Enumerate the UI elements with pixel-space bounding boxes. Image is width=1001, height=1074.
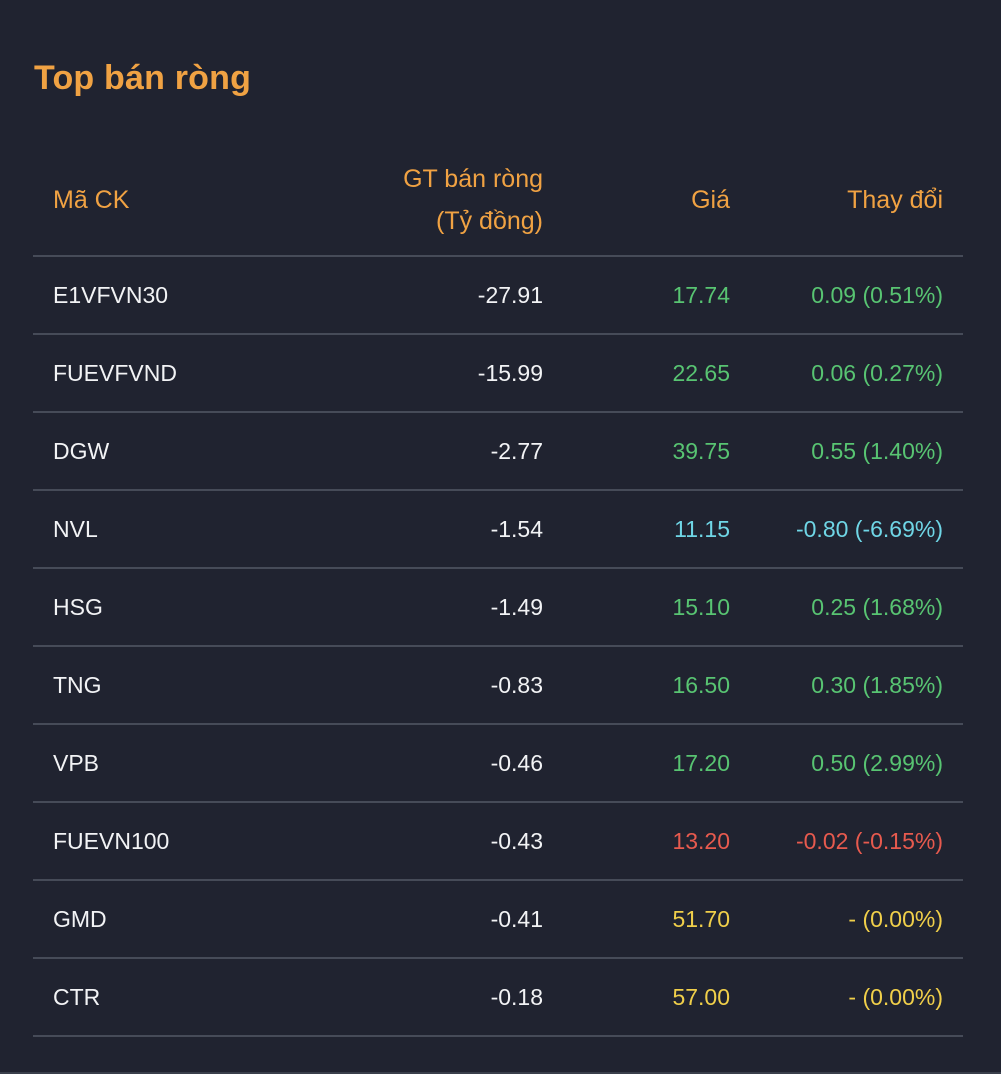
price-cell: 57.00 [543,958,730,1037]
stock-code-cell[interactable]: DGW [33,412,293,491]
stock-code-cell[interactable]: FUEVFVND [33,334,293,413]
net-sell-value-cell: -2.77 [293,412,543,491]
header-stock-code: Mã CK [33,145,293,257]
table-row[interactable]: TNG -0.83 16.50 0.30 (1.85%) [33,646,963,725]
price-cell: 15.10 [543,568,730,647]
table-row[interactable]: FUEVFVND -15.99 22.65 0.06 (0.27%) [33,334,963,413]
stock-code-cell[interactable]: VPB [33,724,293,803]
stock-code-cell[interactable]: CTR [33,958,293,1037]
table-header: Mã CK GT bán ròng (Tỷ đồng) Giá Thay đổi [33,145,963,257]
change-cell: 0.30 (1.85%) [730,646,963,725]
stock-code-cell[interactable]: HSG [33,568,293,647]
change-cell: 0.09 (0.51%) [730,256,963,335]
price-cell: 11.15 [543,490,730,569]
header-row: Mã CK GT bán ròng (Tỷ đồng) Giá Thay đổi [33,145,963,257]
price-cell: 17.20 [543,724,730,803]
net-sell-value-cell: -15.99 [293,334,543,413]
table-row[interactable]: HSG -1.49 15.10 0.25 (1.68%) [33,568,963,647]
bottom-divider [0,1072,1001,1074]
table-row[interactable]: GMD -0.41 51.70- (0.00%) [33,880,963,959]
table-row[interactable]: DGW -2.77 39.75 0.55 (1.40%) [33,412,963,491]
net-sell-value-cell: -27.91 [293,256,543,335]
net-sell-value-cell: -0.43 [293,802,543,881]
table-row[interactable]: CTR -0.18 57.00- (0.00%) [33,958,963,1037]
change-cell: - (0.00%) [730,958,963,1037]
stock-code-cell[interactable]: FUEVN100 [33,802,293,881]
change-cell: 0.50 (2.99%) [730,724,963,803]
change-cell: - (0.00%) [730,880,963,959]
table-row[interactable]: E1VFVN30 -27.91 17.74 0.09 (0.51%) [33,256,963,335]
price-cell: 22.65 [543,334,730,413]
net-sell-value-cell: -0.41 [293,880,543,959]
table-body: E1VFVN30 -27.91 17.74 0.09 (0.51%) FUEVFVND -… [33,256,963,1037]
change-cell: 0.25 (1.68%) [730,568,963,647]
net-sell-value-cell: -0.83 [293,646,543,725]
stock-code-cell[interactable]: E1VFVN30 [33,256,293,335]
change-cell: -0.02 (-0.15%) [730,802,963,881]
net-sell-value-cell: -0.46 [293,724,543,803]
table-row[interactable]: NVL -1.54 11.15 -0.80 (-6.69%) [33,490,963,569]
change-cell: 0.06 (0.27%) [730,334,963,413]
net-sell-table: Mã CK GT bán ròng (Tỷ đồng) Giá Thay đổi… [33,145,963,1037]
price-cell: 39.75 [543,412,730,491]
change-cell: 0.55 (1.40%) [730,412,963,491]
header-price: Giá [543,145,730,257]
header-net-sell-value: GT bán ròng (Tỷ đồng) [293,145,543,257]
price-cell: 17.74 [543,256,730,335]
table-row[interactable]: FUEVN100 -0.43 13.20 -0.02 (-0.15%) [33,802,963,881]
header-net-sell-value-line1: GT bán ròng [403,165,543,193]
price-cell: 13.20 [543,802,730,881]
price-cell: 16.50 [543,646,730,725]
net-sell-value-cell: -1.54 [293,490,543,569]
panel-title: Top bán ròng [34,59,252,97]
stock-code-cell[interactable]: GMD [33,880,293,959]
header-change: Thay đổi [730,145,963,257]
change-cell: -0.80 (-6.69%) [730,490,963,569]
stock-code-cell[interactable]: TNG [33,646,293,725]
net-sell-value-cell: -1.49 [293,568,543,647]
net-sell-value-cell: -0.18 [293,958,543,1037]
table-row[interactable]: VPB -0.46 17.20 0.50 (2.99%) [33,724,963,803]
header-net-sell-value-line2: (Tỷ đồng) [436,207,543,235]
stock-code-cell[interactable]: NVL [33,490,293,569]
price-cell: 51.70 [543,880,730,959]
